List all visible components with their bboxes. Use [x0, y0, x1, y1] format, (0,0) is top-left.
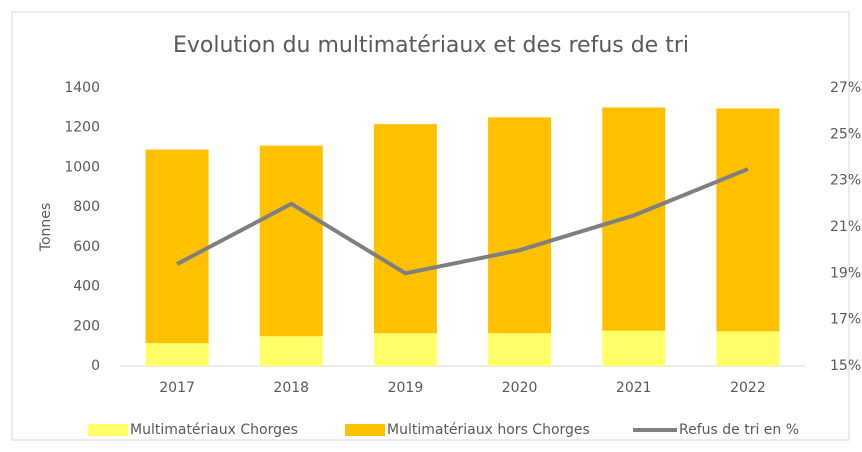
bar-segment	[373, 124, 437, 334]
y-axis-label: Tonnes	[38, 203, 54, 252]
bar-segment	[259, 145, 323, 337]
x-tick-label: 2022	[730, 380, 766, 396]
legend-label: Refus de tri en %	[679, 422, 799, 438]
legend-swatch	[88, 424, 128, 436]
bar-segment	[602, 330, 666, 366]
x-tick-label: 2019	[388, 380, 424, 396]
y2-tick-label: 19%	[830, 265, 861, 281]
legend-swatch	[345, 424, 385, 436]
bar-segment	[259, 336, 323, 366]
y2-tick-label: 25%	[830, 126, 861, 142]
bar-segment	[488, 117, 552, 334]
legend-label: Multimatériaux Chorges	[130, 422, 298, 438]
x-tick-label: 2021	[616, 380, 652, 396]
y2-tick-label: 23%	[830, 173, 861, 189]
bar-segment	[488, 333, 552, 366]
chart-title: Evolution du multimatériaux et des refus…	[173, 33, 689, 58]
x-tick-label: 2018	[273, 380, 309, 396]
y-tick-label: 400	[73, 279, 100, 295]
y-tick-label: 1200	[64, 120, 100, 136]
y2-tick-label: 15%	[830, 358, 861, 374]
x-tick-label: 2017	[159, 380, 195, 396]
bar-segment	[602, 107, 666, 331]
bar-segment	[145, 343, 209, 366]
bar-segment	[716, 331, 780, 366]
bar-segment	[373, 333, 437, 366]
y-tick-label: 0	[91, 358, 100, 374]
y-tick-label: 1400	[64, 80, 100, 96]
y-tick-label: 600	[73, 239, 100, 255]
y2-tick-label: 27%	[830, 80, 861, 96]
y2-tick-label: 17%	[830, 312, 861, 328]
bar-segment	[716, 108, 780, 332]
y2-tick-label: 21%	[830, 219, 861, 235]
y-tick-label: 200	[73, 318, 100, 334]
y-tick-label: 1000	[64, 159, 100, 175]
legend-label: Multimatériaux hors Chorges	[387, 422, 590, 438]
bar-segment	[145, 149, 209, 344]
line-series	[176, 167, 749, 276]
y-tick-label: 800	[73, 199, 100, 215]
x-tick-label: 2020	[502, 380, 538, 396]
